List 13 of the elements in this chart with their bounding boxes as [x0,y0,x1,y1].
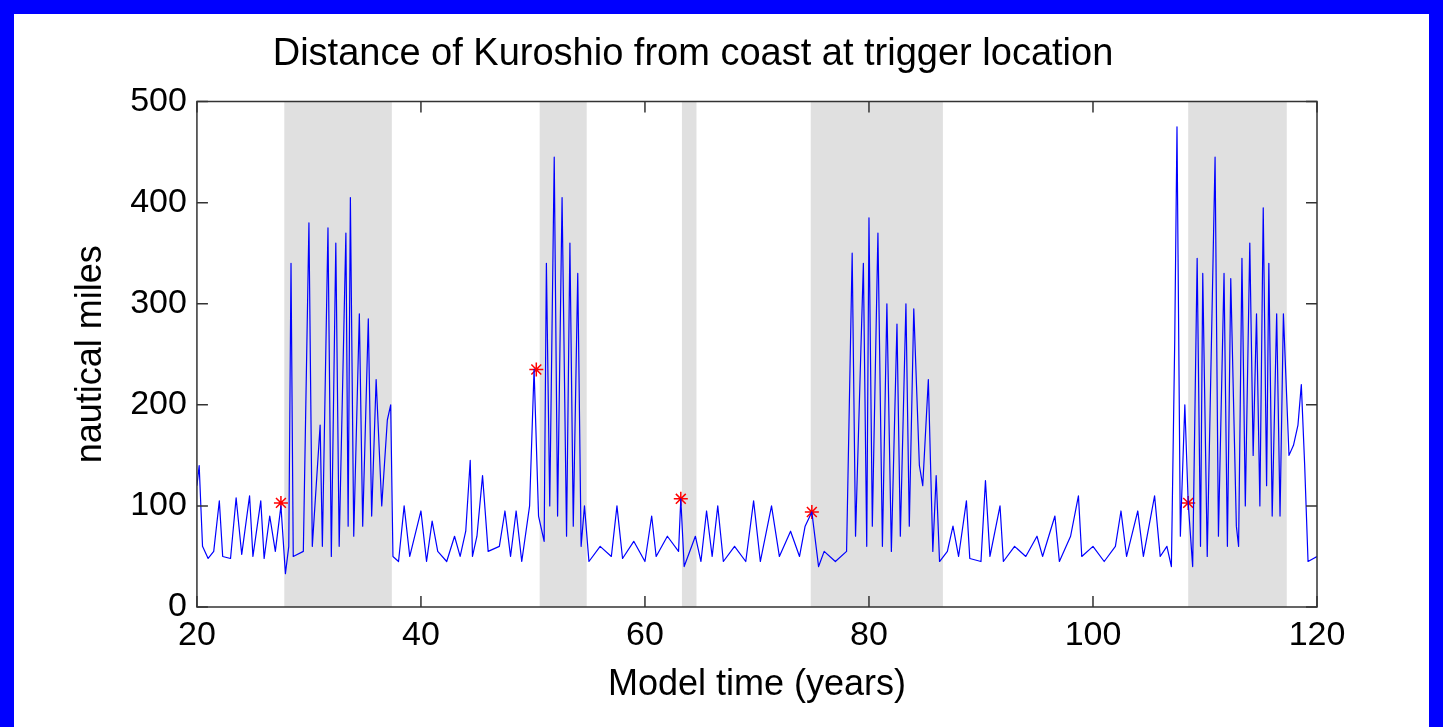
y-tick-label: 400 [130,181,187,220]
x-axis-title: Model time (years) [607,662,906,704]
y-axis-title: nautical miles [67,245,109,464]
x-tick-label: 80 [850,613,888,652]
x-tick-label: 100 [1064,613,1122,652]
y-tick-label: 100 [130,484,187,523]
chart-title: Distance of Kuroshio from coast at trigger location [272,31,1114,74]
y-tick-label: 500 [130,79,187,118]
x-tick-label: 40 [402,613,440,652]
x-tick-label: 120 [1288,613,1346,652]
y-tick-label: 200 [130,383,187,422]
x-tick-label: 60 [626,613,664,652]
y-tick-label: 300 [130,282,187,321]
